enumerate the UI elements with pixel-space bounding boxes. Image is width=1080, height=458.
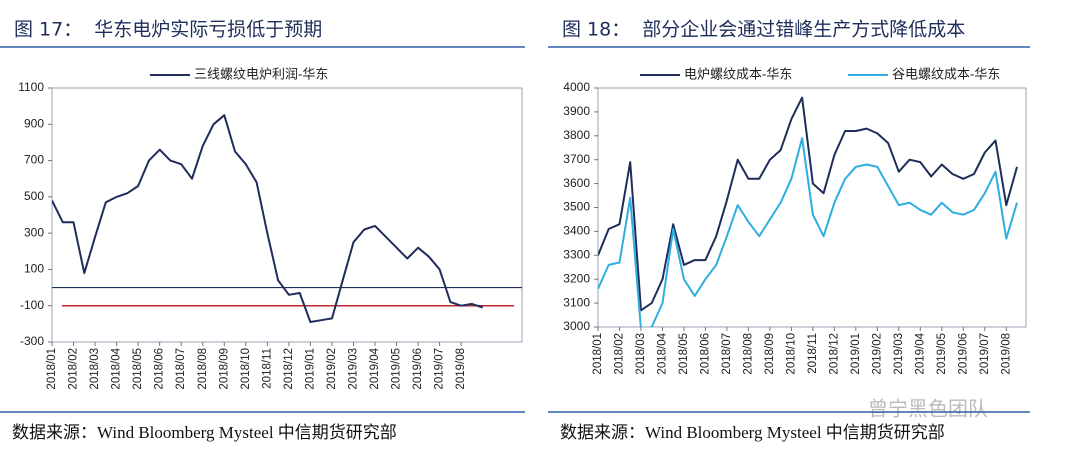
- y-tick-label: -300: [20, 334, 44, 348]
- x-tick-label: 2018/09: [218, 348, 230, 390]
- x-tick-label: 2019/04: [369, 347, 381, 389]
- y-tick-label: 4000: [563, 80, 590, 94]
- legend-label: 电炉螺纹成本-华东: [684, 66, 792, 81]
- y-tick-label: 3800: [563, 128, 590, 142]
- series-line: [52, 114, 484, 323]
- x-tick-label: 2019/01: [850, 333, 862, 375]
- y-tick-label: 3200: [563, 271, 590, 285]
- x-tick-label: 2019/05: [936, 333, 948, 375]
- x-tick-label: 2018/11: [261, 348, 273, 389]
- y-tick-label: 500: [24, 189, 44, 203]
- x-tick-label: 2019/06: [412, 348, 424, 390]
- legend-label: 三线螺纹电炉利润-华东: [194, 66, 328, 81]
- x-tick-label: 2019/02: [871, 333, 883, 375]
- y-tick-label: 3400: [563, 224, 590, 238]
- y-tick-label: 3000: [563, 319, 590, 333]
- x-tick-label: 2018/01: [46, 348, 58, 390]
- y-tick-label: 1100: [18, 80, 44, 94]
- source-note: 数据来源：Wind Bloomberg Mysteel 中信期货研究部: [560, 423, 945, 442]
- x-tick-label: 2018/04: [656, 332, 668, 374]
- x-tick-label: 2018/02: [614, 333, 626, 375]
- plot-frame: [51, 87, 523, 343]
- x-tick-label: 2019/03: [893, 333, 905, 375]
- x-tick-label: 2018/11: [807, 333, 819, 374]
- y-tick-label: 700: [24, 153, 44, 167]
- x-tick-label: 2018/03: [89, 348, 101, 390]
- x-tick-label: 2019/03: [348, 348, 360, 390]
- x-tick-label: 2019/07: [979, 333, 991, 375]
- x-tick-label: 2018/05: [678, 333, 690, 375]
- y-tick-label: 100: [24, 262, 44, 276]
- x-tick-label: 2019/02: [326, 348, 338, 390]
- x-tick-label: 2018/12: [283, 348, 295, 390]
- y-tick-label: 3900: [563, 104, 590, 118]
- y-tick-label: 3600: [563, 176, 590, 190]
- source-note: 数据来源：Wind Bloomberg Mysteel 中信期货研究部: [12, 423, 397, 442]
- x-tick-label: 2018/08: [197, 348, 209, 390]
- x-tick-label: 2018/10: [785, 333, 797, 375]
- series-line: [598, 96, 1018, 312]
- legend-label: 谷电螺纹成本-华东: [892, 66, 1000, 81]
- y-tick-label: -100: [20, 298, 44, 312]
- y-tick-label: 3500: [563, 200, 590, 214]
- x-tick-label: 2018/01: [592, 333, 604, 375]
- x-tick-label: 2019/05: [391, 348, 403, 390]
- x-tick-label: 2018/07: [721, 333, 733, 375]
- y-tick-label: 3700: [563, 152, 590, 166]
- x-tick-label: 2018/05: [132, 348, 144, 390]
- chart-title: 图 17： 华东电炉实际亏损低于预期: [14, 19, 322, 41]
- y-tick-label: 300: [24, 225, 44, 239]
- x-tick-label: 2018/02: [68, 348, 80, 390]
- x-tick-label: 2019/07: [434, 348, 446, 390]
- x-tick-label: 2018/04: [111, 347, 123, 389]
- x-tick-label: 2018/12: [828, 333, 840, 375]
- x-tick-label: 2018/10: [240, 348, 252, 390]
- y-tick-label: 3300: [563, 247, 590, 261]
- x-tick-label: 2018/09: [764, 333, 776, 375]
- x-tick-label: 2019/06: [957, 333, 969, 375]
- chart-title: 图 18： 部分企业会通过错峰生产方式降低成本: [562, 19, 965, 41]
- x-tick-label: 2019/01: [304, 348, 316, 390]
- x-tick-label: 2018/06: [699, 333, 711, 375]
- x-tick-label: 2019/08: [1000, 333, 1012, 375]
- x-tick-label: 2018/03: [635, 333, 647, 375]
- watermark: 曾宁黑色团队: [868, 397, 988, 421]
- x-tick-label: 2018/07: [175, 348, 187, 390]
- series-line: [598, 137, 1018, 327]
- y-tick-label: 3100: [563, 295, 590, 309]
- x-tick-label: 2018/06: [154, 348, 166, 390]
- x-tick-label: 2019/08: [455, 348, 467, 390]
- y-tick-label: 900: [24, 116, 44, 130]
- x-tick-label: 2019/04: [914, 332, 926, 374]
- x-tick-label: 2018/08: [742, 333, 754, 375]
